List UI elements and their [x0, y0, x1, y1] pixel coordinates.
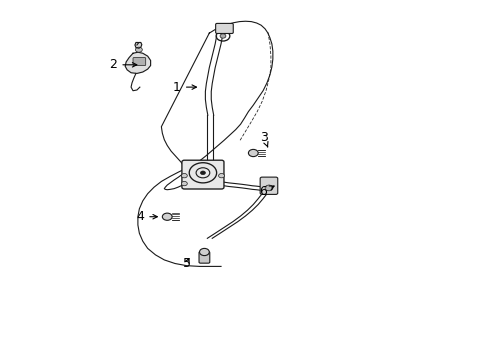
Circle shape	[200, 171, 205, 175]
Text: 1: 1	[173, 81, 196, 94]
Text: 4: 4	[136, 210, 157, 223]
Circle shape	[135, 47, 142, 52]
Text: 6: 6	[258, 185, 274, 198]
Circle shape	[199, 248, 209, 256]
Circle shape	[218, 174, 224, 178]
Text: 2: 2	[109, 58, 137, 71]
FancyBboxPatch shape	[182, 160, 224, 189]
Text: 5: 5	[183, 257, 190, 270]
Circle shape	[264, 185, 272, 191]
Circle shape	[181, 174, 187, 178]
FancyBboxPatch shape	[133, 58, 145, 66]
Polygon shape	[135, 42, 142, 48]
Polygon shape	[125, 52, 150, 73]
FancyBboxPatch shape	[260, 177, 277, 194]
Circle shape	[248, 149, 258, 157]
Circle shape	[220, 34, 225, 38]
Circle shape	[181, 181, 187, 186]
Circle shape	[162, 213, 172, 220]
FancyBboxPatch shape	[215, 23, 233, 33]
Text: 3: 3	[260, 131, 267, 147]
FancyBboxPatch shape	[199, 252, 209, 263]
